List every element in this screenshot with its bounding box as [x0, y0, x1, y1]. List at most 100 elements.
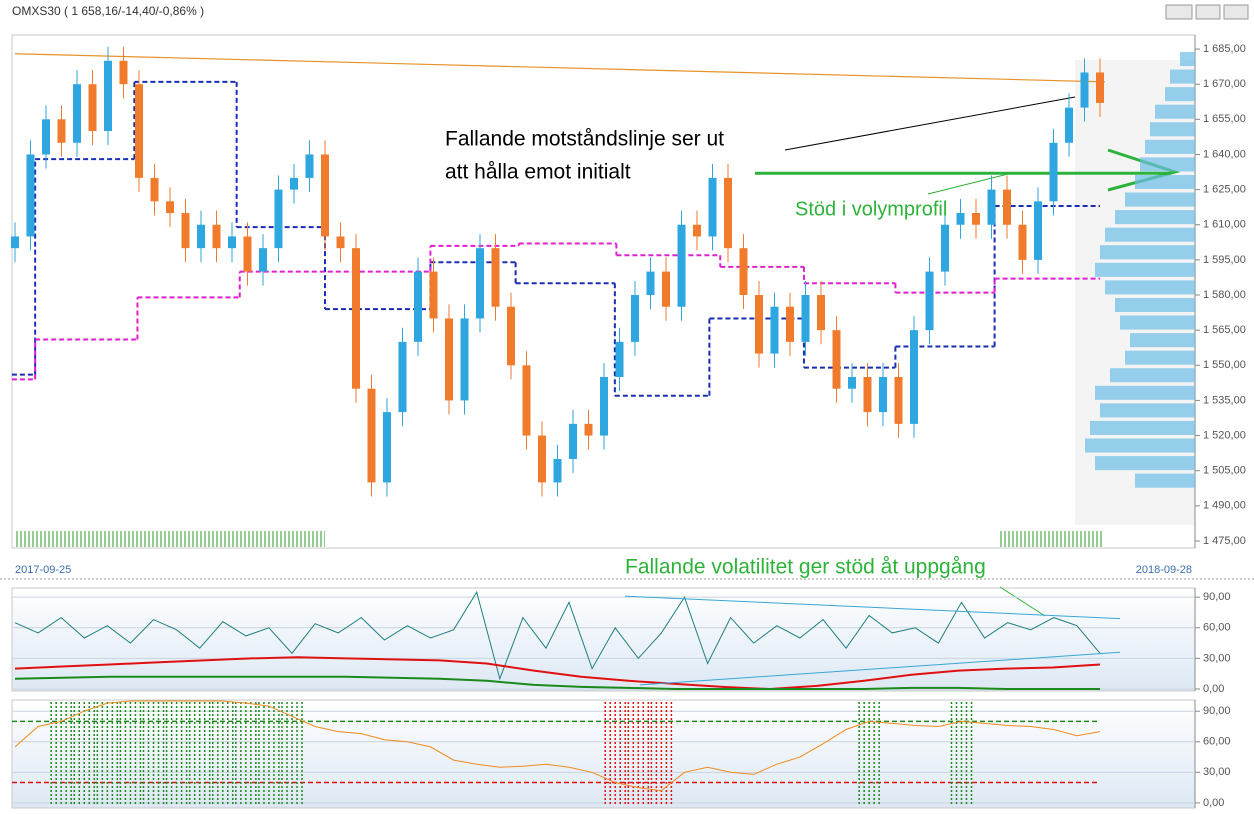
y-tick-label: 1 640,00 [1203, 148, 1246, 160]
profile-bar [1165, 87, 1195, 102]
date-label: 2017-09-25 [15, 564, 71, 576]
candle-body [817, 295, 825, 331]
candle-body [73, 84, 81, 143]
signal-ticks [998, 531, 1102, 547]
candle-body [181, 213, 190, 249]
candle-body [119, 60, 128, 85]
series-line [14, 590, 1101, 681]
y-tick-label: 1 610,00 [1203, 219, 1246, 231]
y-tick-label: 0,00 [1203, 683, 1224, 695]
candle-body [104, 60, 112, 132]
minimize-button[interactable] [1165, 4, 1193, 20]
candle-body [57, 119, 66, 143]
y-tick-label: 30,00 [1203, 652, 1231, 664]
candle-body [553, 458, 562, 483]
window-buttons[interactable] [1165, 4, 1249, 20]
candle-body [150, 177, 159, 202]
candle-body [941, 224, 949, 272]
candle-body [476, 248, 484, 319]
y-tick-label: 1 580,00 [1203, 289, 1246, 301]
volatility-panel [11, 587, 1196, 692]
candle-body [1003, 189, 1011, 225]
profile-bar [1105, 280, 1195, 295]
candle-body [832, 330, 841, 389]
y-tick-label: 60,00 [1203, 736, 1231, 748]
y-tick-label: 1 565,00 [1203, 324, 1246, 336]
y-tick-label: 0,00 [1203, 797, 1224, 809]
profile-bar [1095, 262, 1195, 277]
y-tick-label: 1 685,00 [1203, 43, 1246, 55]
trend-line [639, 651, 1121, 686]
y-tick-label: 60,00 [1203, 622, 1231, 634]
trend-line [624, 595, 1121, 620]
y-tick-label: 1 475,00 [1203, 535, 1246, 547]
candle-body [491, 248, 500, 307]
candle-body [135, 84, 143, 178]
candle-body [910, 330, 918, 424]
candle-body [274, 189, 283, 249]
candle-body [11, 236, 19, 249]
candle-body [925, 271, 934, 331]
profile-bar [1120, 315, 1195, 330]
y-tick-label: 1 670,00 [1203, 78, 1246, 90]
profile-bar [1115, 210, 1195, 225]
candle-body [460, 318, 469, 401]
candle-body [26, 154, 35, 237]
candle-body [429, 271, 438, 319]
candle-body [1049, 142, 1058, 202]
y-tick-label: 1 655,00 [1203, 113, 1246, 125]
y-tick-label: 90,00 [1203, 705, 1231, 717]
candle-body [1034, 201, 1042, 260]
candle-body [724, 177, 732, 249]
y-tick-label: 1 520,00 [1203, 429, 1246, 441]
candle-body [1065, 107, 1073, 143]
y-tick-label: 1 550,00 [1203, 359, 1246, 371]
candle-body [693, 224, 701, 237]
y-tick-label: 1 505,00 [1203, 465, 1246, 477]
annotation: att hålla emot initialt [445, 161, 631, 184]
profile-bar [1115, 297, 1195, 312]
profile-bar [1180, 51, 1195, 67]
candle-body [352, 248, 360, 389]
profile-bar [1150, 122, 1195, 137]
y-tick-label: 1 535,00 [1203, 394, 1246, 406]
main-panel [11, 34, 1196, 549]
candle-body [956, 213, 965, 225]
candle-body [631, 295, 639, 342]
y-tick-label: 90,00 [1203, 591, 1231, 603]
profile-bar [1100, 245, 1195, 260]
candle-body [569, 423, 577, 459]
profile-bar [1085, 438, 1195, 453]
profile-bar [1125, 350, 1195, 365]
date-label: 2018-09-28 [1136, 564, 1192, 576]
candle-body [445, 318, 453, 401]
candle-body [708, 177, 717, 237]
candle-body [259, 248, 267, 272]
candle-body [522, 365, 531, 436]
candle-body [228, 236, 236, 249]
annotation: Fallande motståndslinje ser ut [445, 128, 724, 151]
close-button[interactable] [1223, 4, 1249, 20]
candle-body [615, 341, 624, 377]
candle-body [290, 177, 298, 190]
annotation: Fallande volatilitet ger stöd åt uppgång [625, 556, 986, 579]
candle-body [848, 377, 856, 389]
profile-bar [1155, 104, 1195, 119]
profile-bar [1135, 473, 1195, 488]
profile-bar [1130, 333, 1195, 348]
candle-body [42, 119, 50, 155]
candle-body [894, 377, 903, 424]
candle-body [367, 388, 376, 483]
profile-bar [1095, 456, 1195, 471]
pointer-line [927, 173, 1009, 195]
candle-body [305, 154, 314, 178]
series-line [14, 675, 1100, 690]
candle-body [1096, 72, 1104, 103]
profile-bar [1125, 192, 1195, 207]
y-tick-label: 1 625,00 [1203, 184, 1246, 196]
candle-body [770, 306, 779, 354]
pointer-line [999, 586, 1046, 617]
maximize-button[interactable] [1195, 4, 1221, 20]
y-tick-label: 1 595,00 [1203, 254, 1246, 266]
